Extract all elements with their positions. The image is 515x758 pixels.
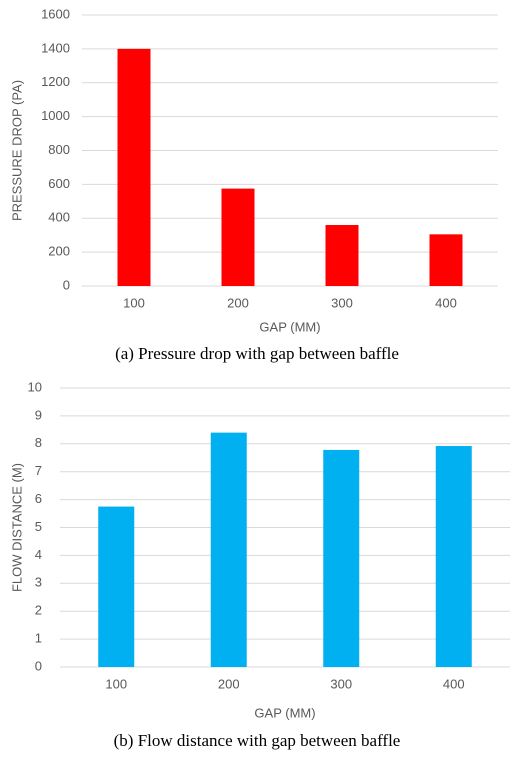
caption: (a) Pressure drop with gap between baffl…	[115, 344, 399, 363]
bar	[221, 188, 255, 286]
x-axis-label: GAP (MM)	[259, 319, 320, 334]
y-tick-label: 0	[35, 658, 42, 673]
x-tick-label: 100	[105, 676, 127, 691]
bar	[435, 446, 472, 667]
y-tick-label: 7	[35, 463, 42, 478]
y-tick-label: 1200	[41, 74, 70, 89]
y-tick-label: 9	[35, 407, 42, 422]
y-tick-label: 0	[63, 277, 70, 292]
y-tick-label: 1600	[41, 6, 70, 21]
x-tick-label: 100	[123, 295, 145, 310]
y-tick-label: 2	[35, 603, 42, 618]
y-tick-label: 800	[48, 142, 70, 157]
bar	[325, 225, 359, 286]
y-tick-label: 1000	[41, 108, 70, 123]
x-tick-label: 300	[330, 676, 352, 691]
y-tick-label: 1	[35, 631, 42, 646]
y-tick-label: 6	[35, 491, 42, 506]
x-tick-label: 200	[218, 676, 240, 691]
y-tick-label: 5	[35, 519, 42, 534]
y-axis-label: PRESSURE DROP (PA)	[9, 80, 24, 221]
x-axis-label: GAP (MM)	[254, 705, 315, 720]
y-tick-label: 400	[48, 210, 70, 225]
bar	[323, 449, 360, 667]
y-tick-label: 600	[48, 176, 70, 191]
y-tick-label: 8	[35, 435, 42, 450]
caption: (b) Flow distance with gap between baffl…	[114, 731, 401, 750]
y-axis-label: FLOW DISTANCE (M)	[9, 463, 24, 592]
y-tick-label: 200	[48, 244, 70, 259]
x-tick-label: 300	[331, 295, 353, 310]
y-tick-label: 10	[28, 379, 42, 394]
bar	[210, 432, 247, 667]
x-tick-label: 400	[435, 295, 457, 310]
y-tick-label: 1400	[41, 40, 70, 55]
y-tick-label: 4	[35, 547, 42, 562]
bar	[117, 48, 151, 286]
bar	[429, 234, 463, 286]
y-tick-label: 3	[35, 575, 42, 590]
x-tick-label: 200	[227, 295, 249, 310]
bar	[98, 506, 135, 667]
x-tick-label: 400	[443, 676, 465, 691]
